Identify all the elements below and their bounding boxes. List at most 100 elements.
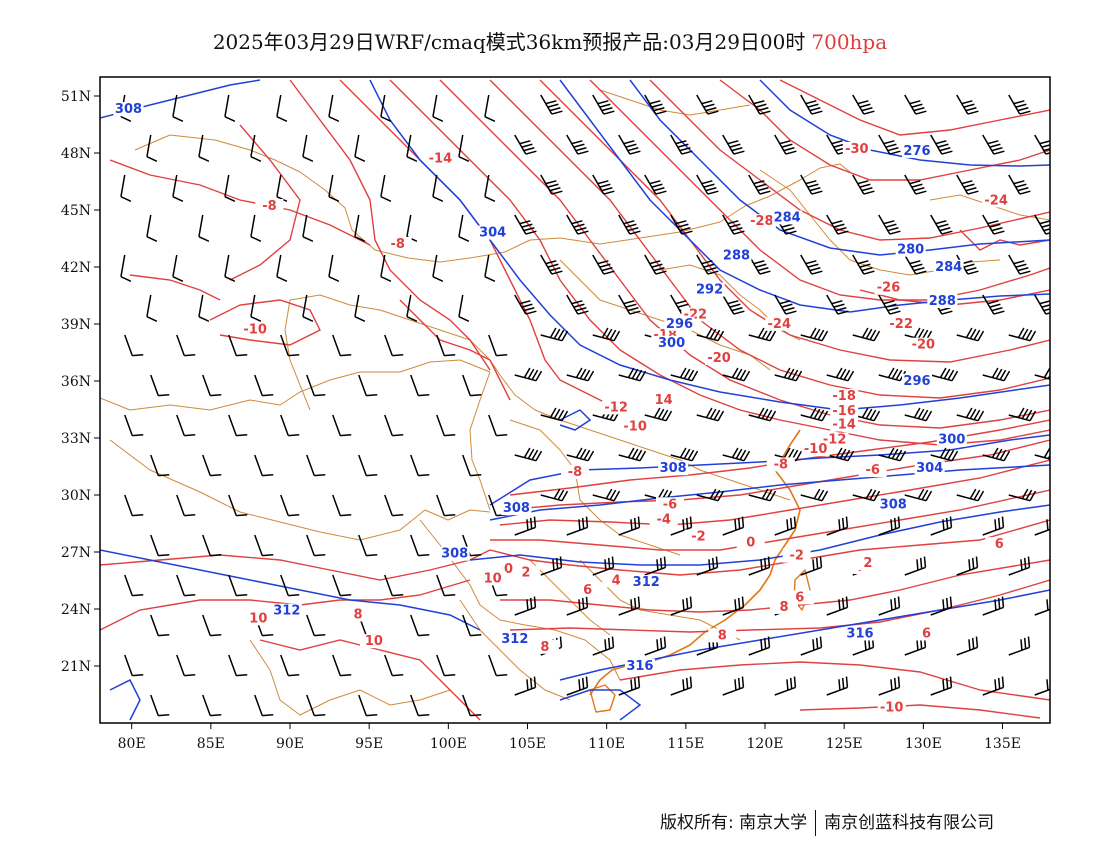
isotherm-line xyxy=(504,439,1050,511)
wind-barb xyxy=(172,254,178,277)
wind-barb-flag xyxy=(380,115,392,122)
wind-barb-flag xyxy=(743,370,751,382)
temperature-label-bg xyxy=(602,400,631,415)
wind-barb-flag xyxy=(1043,367,1050,378)
wind-barb-flag xyxy=(701,180,713,185)
wind-barb-flag xyxy=(968,559,971,571)
wind-barb xyxy=(332,494,341,516)
boundary-line xyxy=(559,259,771,371)
wind-barb-flag xyxy=(523,307,535,312)
isotherm-line xyxy=(489,79,1050,399)
wind-barb-flag xyxy=(815,557,819,569)
wind-barb-flag xyxy=(997,597,1001,609)
wind-barb-flag xyxy=(557,409,565,421)
wind-barb-flag xyxy=(328,195,340,202)
height-label-bg xyxy=(933,259,964,274)
wind-barb-flag xyxy=(146,155,158,162)
wind-barb-flag xyxy=(599,263,611,268)
wind-barb-flag xyxy=(997,517,1001,529)
wind-barb-flag xyxy=(613,330,621,342)
temperature-label: -6 xyxy=(663,497,677,512)
temperature-label-bg xyxy=(705,351,734,365)
wind-barb-flag xyxy=(132,673,144,677)
wind-barb-flag xyxy=(597,180,609,185)
wind-barb-flag xyxy=(883,300,895,305)
wind-barb-flag xyxy=(913,327,921,338)
wind-barb-flag xyxy=(1013,260,1025,265)
wind-barb-flag xyxy=(809,327,817,338)
temperature-label-bg xyxy=(255,199,284,213)
wind-barb-flag xyxy=(651,103,663,108)
wind-barb-flag xyxy=(262,633,274,637)
height-label-bg xyxy=(656,335,687,350)
wind-barb-flag xyxy=(635,369,643,381)
wind-barb xyxy=(328,94,334,117)
wind-barb-flag xyxy=(531,369,539,381)
temperature-label-bg xyxy=(985,537,1014,552)
temperature-label: -24 xyxy=(768,317,792,332)
wind-barb-flag xyxy=(418,633,430,637)
isotherm-line xyxy=(100,549,491,581)
wind-barb-flag xyxy=(813,488,821,499)
wind-barb-flag xyxy=(781,223,793,228)
wind-barb-flag xyxy=(963,183,975,188)
wind-barb-flag xyxy=(967,270,979,275)
wind-barb xyxy=(146,294,152,317)
wind-barb-flag xyxy=(575,367,583,378)
wind-barb-flag xyxy=(987,140,999,145)
wind-barb-flag xyxy=(757,267,769,272)
temperature-label-bg xyxy=(684,529,713,544)
wind-barb-flag xyxy=(547,103,559,108)
temperature-label: 10 xyxy=(484,571,502,586)
wind-barb-flag xyxy=(366,473,378,477)
wind-barb-flag xyxy=(941,150,953,155)
wind-barb-flag xyxy=(663,636,667,648)
isotherm-line xyxy=(259,639,481,721)
boundary-line xyxy=(459,599,571,701)
wind-barb-flag xyxy=(675,300,687,305)
wind-barb-flag xyxy=(573,223,585,228)
wind-barb-flag xyxy=(883,140,895,145)
wind-barb-flag xyxy=(741,596,745,608)
height-label-bg xyxy=(845,626,875,641)
wind-barb-flag xyxy=(585,676,589,688)
wind-barb-flag xyxy=(835,307,847,312)
wind-barb-flag xyxy=(561,490,569,502)
wind-barb xyxy=(276,94,282,117)
wind-barb xyxy=(458,134,464,157)
temperature-label: 8 xyxy=(540,640,549,655)
height-label-bg xyxy=(694,282,725,297)
temperature-label: 0 xyxy=(746,535,755,550)
wind-barb-flag xyxy=(314,393,326,397)
wind-barb-flag xyxy=(579,368,587,379)
wind-barb-flag xyxy=(132,433,144,437)
wind-barb-flag xyxy=(689,596,693,608)
height-label: 308 xyxy=(503,501,530,516)
wind-barb-flag xyxy=(767,636,771,648)
wind-barb xyxy=(146,134,152,157)
wind-barb xyxy=(332,334,341,356)
wind-barb-flag xyxy=(533,596,537,608)
wind-barb xyxy=(380,254,386,277)
height-contour-line xyxy=(559,689,642,721)
wind-barb-flag xyxy=(366,713,378,717)
wind-barb xyxy=(198,134,204,157)
wind-barb-flag xyxy=(649,100,661,105)
wind-barb-flag xyxy=(1017,187,1029,192)
wind-barb-flag xyxy=(625,223,637,228)
wind-barb-flag xyxy=(861,407,869,418)
wind-barb-flag xyxy=(755,103,767,108)
wind-barb-flag xyxy=(865,328,873,339)
wind-barb-flag xyxy=(545,260,557,265)
wind-barb-flag xyxy=(943,368,951,379)
wind-barb-flag xyxy=(380,275,392,282)
wind-barb-flag xyxy=(891,448,899,459)
wind-barb-flag xyxy=(885,143,897,148)
height-label-bg xyxy=(902,143,932,158)
wind-barb-flag xyxy=(911,103,923,108)
height-label: 288 xyxy=(929,294,956,309)
wind-barb-flag xyxy=(989,223,1001,228)
wind-barb-flag xyxy=(1049,597,1050,599)
wind-barb-flag xyxy=(731,367,739,378)
wind-barb-flag xyxy=(733,310,745,315)
